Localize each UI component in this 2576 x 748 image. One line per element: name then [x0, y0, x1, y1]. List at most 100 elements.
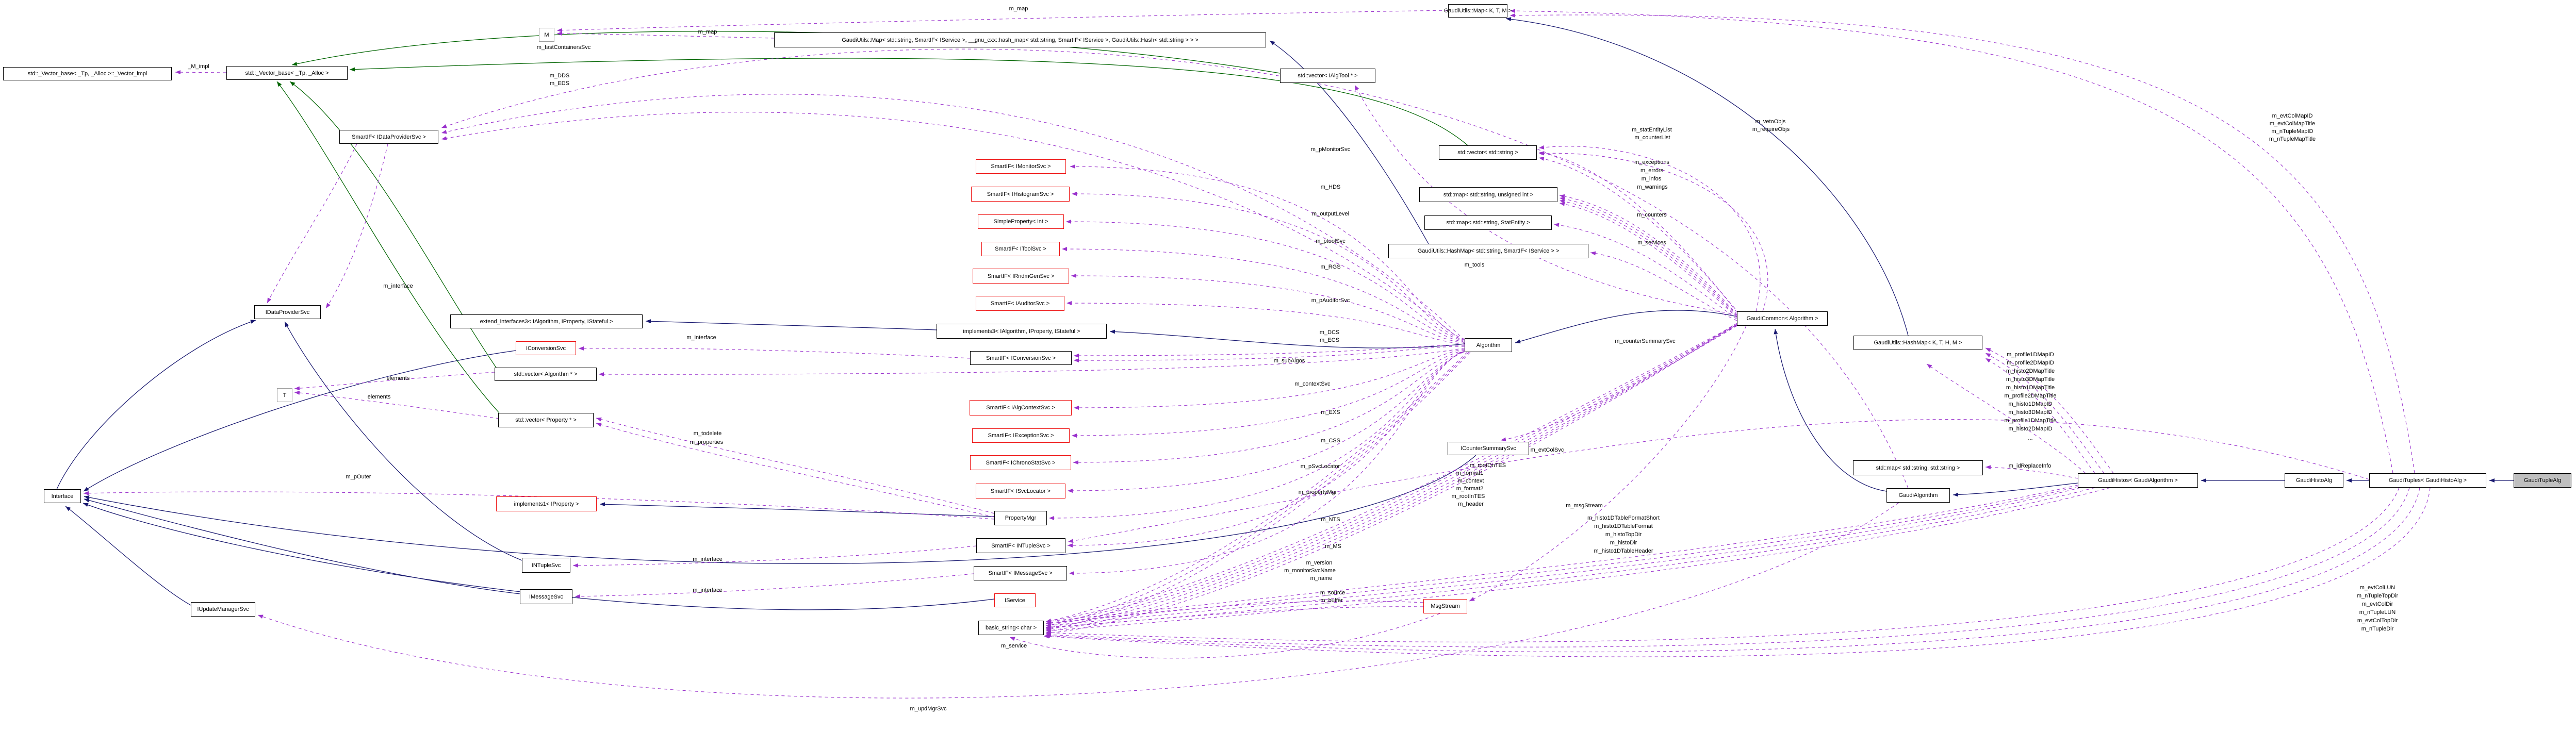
node-template-param-t[interactable]: T: [277, 388, 292, 402]
edge-label: m_service: [1000, 643, 1027, 649]
edge-use-68: [1045, 601, 1424, 625]
node-smartif-imonitorsvc[interactable]: SmartIF< IMonitorSvc >: [976, 159, 1066, 174]
edge-label: m_todelete: [693, 430, 722, 437]
node-gaudiutils-map-hashmap[interactable]: GaudiUtils::Map< std::string, SmartIF< I…: [774, 32, 1266, 47]
edge-label: m_vetoObjs: [1755, 119, 1786, 125]
edge-use-86: [1985, 465, 2078, 479]
node-smartif-iconversionsvc[interactable]: SmartIF< IConversionSvc >: [970, 351, 1072, 365]
edge-use-52: [1538, 145, 1761, 312]
edge-prot-18: [291, 31, 1281, 74]
node-smartif-irndmgensvc[interactable]: SmartIF< IRndmGenSvc >: [973, 269, 1069, 284]
node-vector-base[interactable]: std::_Vector_base< _Tp, _Alloc >: [226, 66, 348, 80]
edge-label: m_MS: [1325, 543, 1341, 550]
node-smartif-idataprovidersvc[interactable]: SmartIF< IDataProviderSvc >: [339, 130, 438, 144]
node-msgstream[interactable]: MsgStream: [1423, 599, 1467, 613]
node-gaudituples[interactable]: GaudiTuples< GaudiHistoAlg >: [2369, 473, 2486, 488]
node-smartif-itoolsvc[interactable]: SmartIF< IToolSvc >: [981, 242, 1060, 256]
edge-use-70: [1009, 613, 1440, 659]
node-iservice[interactable]: IService: [994, 593, 1036, 607]
edge-use-46: [1045, 352, 1468, 623]
edge-use-56: [1559, 199, 1737, 317]
edge-label: m_DDS: [549, 73, 570, 79]
edge-label: m_interface: [686, 335, 716, 341]
node-vector-algorithm[interactable]: std::vector< Algorithm * >: [495, 368, 597, 381]
node-smartif-ialgcontextsvc[interactable]: SmartIF< IAlgContextSvc >: [970, 400, 1072, 415]
node-basic-string-char[interactable]: basic_string< char >: [978, 621, 1044, 635]
node-extend-interfaces3[interactable]: extend_interfaces3< IAlgorithm, IPropert…: [450, 314, 643, 328]
node-gaudialgorithm[interactable]: GaudiAlgorithm: [1886, 488, 1950, 503]
edge-use-37: [1073, 346, 1465, 363]
node-map-string-statentity[interactable]: std::map< std::string, StatEntity >: [1424, 215, 1552, 230]
edge-use-77: [294, 391, 500, 419]
node-smartif-intuplesvc[interactable]: SmartIF< INTupleSvc >: [976, 538, 1065, 553]
node-hashmap-kthm[interactable]: GaudiUtils::HashMap< K, T, H, M >: [1853, 336, 1982, 350]
node-map-string-string[interactable]: std::map< std::string, std::string >: [1853, 460, 1983, 475]
node-smartif-imessagesvc[interactable]: SmartIF< IMessageSvc >: [974, 566, 1067, 580]
node-icountersummarysvc[interactable]: ICounterSummarySvc: [1448, 442, 1529, 455]
node-vector-string[interactable]: std::vector< std::string >: [1439, 145, 1537, 160]
node-map-string-uint[interactable]: std::map< std::string, unsigned int >: [1419, 187, 1557, 202]
node-gaudituplealg[interactable]: GaudiTupleAlg: [2514, 473, 2571, 488]
edge-label: m_exceptions: [1634, 159, 1669, 165]
node-vector-ialgtool[interactable]: std::vector< IAlgTool * >: [1280, 69, 1375, 83]
node-vector-impl[interactable]: std::_Vector_base< _Tp, _Alloc >::_Vecto…: [3, 67, 172, 80]
edge-label: m_infos: [1641, 176, 1662, 182]
node-imessagesvc[interactable]: IMessageSvc: [520, 589, 572, 604]
edge-inh-8: [1505, 17, 1909, 336]
edge-label: m_histo1DTableFormat: [1594, 523, 1653, 529]
edge-label: m_subAlgos: [1273, 358, 1305, 364]
node-gaudicommon-algorithm[interactable]: GaudiCommon< Algorithm >: [1737, 311, 1828, 326]
edge-use-95: [1043, 487, 2431, 657]
edge-label: elements: [367, 394, 391, 400]
edge-use-49: [1354, 85, 1737, 315]
edge-use-64: [1045, 325, 1737, 627]
edge-label: m_profile2DMapTitle: [2004, 393, 2057, 399]
edge-use-75: [575, 573, 974, 599]
edge-use-33: [1061, 247, 1465, 343]
node-hashmap-string-iservice[interactable]: GaudiUtils::HashMap< std::string, SmartI…: [1388, 244, 1588, 258]
node-smartif-isvclocator[interactable]: SmartIF< ISvcLocator >: [976, 484, 1065, 498]
node-intuplesvc[interactable]: INTupleSvc: [522, 558, 570, 573]
edge-label: m_warnings: [1637, 184, 1668, 190]
node-propertymgr[interactable]: PropertyMgr: [994, 511, 1047, 525]
edge-inh-10: [284, 321, 522, 561]
node-smartif-iexceptionsvc[interactable]: SmartIF< IExceptionSvc >: [972, 428, 1070, 443]
edge-use-44: [1067, 352, 1462, 547]
edge-label: m_idReplaceInfo: [2008, 463, 2052, 469]
node-simpleproperty-int[interactable]: SimpleProperty< int >: [978, 214, 1064, 229]
node-gaudihistos[interactable]: GaudiHistos< GaudiAlgorithm >: [2078, 473, 2198, 488]
edge-label: m_outputLevel: [1311, 211, 1350, 217]
edge-use-32: [1065, 220, 1465, 342]
edge-use-55: [1559, 196, 1737, 316]
node-smartif-ichronostatsvc[interactable]: SmartIF< IChronoStatSvc >: [970, 455, 1071, 470]
edge-use-92: [1045, 487, 2400, 642]
edge-label: m_nTupleMapID: [2271, 128, 2314, 135]
edge-label: m_histo2DMapID: [2008, 426, 2053, 432]
node-implements1-iproperty[interactable]: implements1< IProperty >: [496, 496, 597, 511]
node-smartif-ihistogramsvc[interactable]: SmartIF< IHistogramSvc >: [971, 187, 1070, 202]
edge-use-51: [1538, 157, 1740, 314]
edge-inh-13: [65, 506, 191, 606]
node-vector-property[interactable]: std::vector< Property * >: [498, 413, 594, 427]
node-smartif-iauditorsvc[interactable]: SmartIF< IAuditorSvc >: [976, 296, 1064, 311]
node-algorithm[interactable]: Algorithm: [1465, 338, 1512, 352]
edge-label: m_DCS: [1319, 329, 1340, 336]
edge-label: m_msgStream: [1566, 503, 1603, 509]
node-gaudiutils-map-ktm[interactable]: GaudiUtils::Map< K, T, M >: [1444, 4, 1512, 18]
edge-use-89: [1045, 487, 2081, 628]
node-implements3[interactable]: implements3< IAlgorithm, IProperty, ISta…: [937, 324, 1107, 339]
edge-label: m_profile2DMapID: [2007, 360, 2054, 366]
node-interface[interactable]: Interface: [44, 489, 81, 503]
node-iupdatemanagersvc[interactable]: IUpdateManagerSvc: [191, 602, 255, 617]
edge-use-42: [1067, 352, 1464, 493]
edge-use-82: [1926, 363, 2086, 474]
node-idataprovidersvc[interactable]: IDataProviderSvc: [254, 305, 321, 319]
edge-label: m_CSS: [1321, 438, 1340, 444]
edge-label: m_pOuter: [346, 474, 371, 480]
node-gaudihistoalg[interactable]: GaudiHistoAlg: [2285, 473, 2343, 488]
edge-use-94: [1044, 487, 2420, 653]
node-iconversionsvc[interactable]: IConversionSvc: [516, 341, 576, 355]
edge-use-67: [1045, 325, 1733, 635]
node-template-param-m[interactable]: M: [539, 28, 554, 42]
